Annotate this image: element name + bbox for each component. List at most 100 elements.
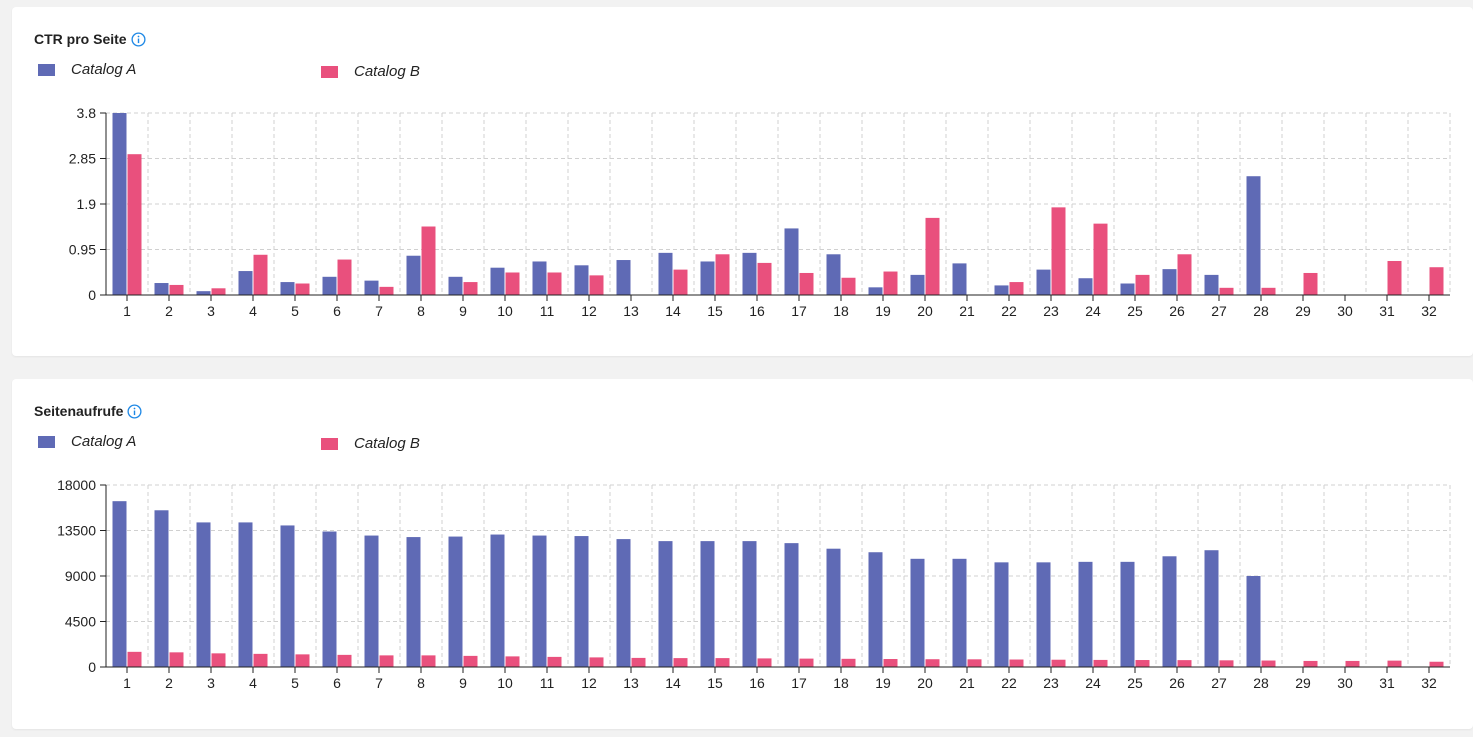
y-tick-label: 0 bbox=[88, 287, 96, 303]
bar-catalog-b-29 bbox=[1303, 660, 1318, 667]
x-tick-label: 30 bbox=[1337, 675, 1353, 691]
x-tick-label: 10 bbox=[497, 303, 513, 319]
y-tick-label: 1.9 bbox=[77, 196, 97, 212]
y-tick-label: 9000 bbox=[65, 568, 96, 584]
bar-catalog-b-6 bbox=[337, 654, 352, 667]
bar-catalog-b-28 bbox=[1261, 660, 1276, 667]
x-tick-label: 8 bbox=[417, 303, 425, 319]
bar-catalog-b-14 bbox=[673, 658, 688, 667]
bar-catalog-b-23 bbox=[1051, 659, 1066, 667]
bar-catalog-b-8 bbox=[421, 655, 436, 667]
x-tick-label: 11 bbox=[540, 303, 555, 319]
x-tick-label: 30 bbox=[1337, 303, 1353, 319]
bar-catalog-b-26 bbox=[1177, 660, 1192, 667]
bar-catalog-b-17 bbox=[799, 658, 814, 667]
ctr-title-text: CTR pro Seite bbox=[34, 31, 127, 47]
bar-catalog-b-24 bbox=[1093, 223, 1108, 295]
bar-catalog-b-32 bbox=[1429, 267, 1444, 295]
x-tick-label: 8 bbox=[417, 675, 425, 691]
bar-catalog-a-28 bbox=[1246, 576, 1261, 667]
bar-catalog-a-17 bbox=[784, 543, 799, 667]
x-tick-label: 7 bbox=[375, 303, 383, 319]
bar-catalog-b-20 bbox=[925, 659, 940, 667]
bar-catalog-b-25 bbox=[1135, 660, 1150, 667]
legend-catalog-b[interactable]: Catalog B bbox=[321, 63, 420, 80]
bar-catalog-a-23 bbox=[1036, 269, 1051, 295]
bar-catalog-a-12 bbox=[574, 536, 589, 667]
x-tick-label: 2 bbox=[165, 303, 173, 319]
x-tick-label: 22 bbox=[1001, 675, 1017, 691]
bar-catalog-a-8 bbox=[406, 537, 421, 667]
x-tick-label: 2 bbox=[165, 675, 173, 691]
bar-catalog-a-1 bbox=[112, 113, 127, 295]
bar-catalog-b-31 bbox=[1387, 260, 1402, 295]
y-tick-label: 18000 bbox=[57, 477, 96, 493]
bar-catalog-a-4 bbox=[238, 271, 253, 295]
bar-catalog-b-23 bbox=[1051, 207, 1066, 295]
bar-catalog-a-21 bbox=[952, 263, 967, 295]
bar-catalog-a-13 bbox=[616, 539, 631, 667]
bar-catalog-b-17 bbox=[799, 272, 814, 295]
x-tick-label: 15 bbox=[707, 303, 723, 319]
bar-catalog-b-10 bbox=[505, 272, 520, 295]
legend-catalog-b[interactable]: Catalog B bbox=[321, 435, 420, 452]
x-tick-label: 9 bbox=[459, 675, 467, 691]
bar-catalog-b-10 bbox=[505, 656, 520, 667]
pageviews-panel: Seitenaufrufe Catalog A Catalog B 0 4500 9… bbox=[12, 379, 1473, 729]
x-tick-label: 4 bbox=[249, 675, 257, 691]
bar-catalog-a-16 bbox=[742, 541, 757, 667]
bar-catalog-b-21 bbox=[967, 659, 982, 667]
x-tick-label: 9 bbox=[459, 303, 467, 319]
bar-catalog-a-21 bbox=[952, 558, 967, 667]
bar-catalog-b-26 bbox=[1177, 254, 1192, 295]
legend-label-catalog-a: Catalog A bbox=[71, 433, 137, 450]
bar-catalog-b-4 bbox=[253, 254, 268, 295]
ctr-panel: CTR pro Seite Catalog A Catalog B 0 0.95 1… bbox=[12, 7, 1473, 356]
x-tick-label: 23 bbox=[1043, 675, 1059, 691]
bar-catalog-a-16 bbox=[742, 252, 757, 295]
bar-catalog-a-11 bbox=[532, 535, 547, 667]
x-tick-label: 18 bbox=[833, 675, 849, 691]
x-tick-label: 24 bbox=[1085, 675, 1101, 691]
x-tick-label: 1 bbox=[123, 675, 131, 691]
x-tick-label: 12 bbox=[581, 675, 597, 691]
bar-catalog-a-4 bbox=[238, 522, 253, 667]
bar-catalog-b-11 bbox=[547, 656, 562, 667]
y-tick-label: 0.95 bbox=[69, 242, 96, 258]
bar-catalog-a-7 bbox=[364, 280, 379, 295]
x-tick-label: 27 bbox=[1211, 303, 1227, 319]
bar-catalog-a-15 bbox=[700, 541, 715, 667]
bar-catalog-b-19 bbox=[883, 659, 898, 667]
bar-catalog-a-22 bbox=[994, 285, 1009, 295]
bar-catalog-a-2 bbox=[154, 283, 169, 295]
bar-catalog-b-9 bbox=[463, 282, 478, 295]
bar-catalog-b-31 bbox=[1387, 660, 1402, 667]
y-tick-label: 0 bbox=[88, 659, 96, 675]
legend-catalog-a[interactable]: Catalog A bbox=[38, 61, 136, 78]
bar-catalog-b-32 bbox=[1429, 661, 1444, 667]
bar-catalog-a-9 bbox=[448, 536, 463, 667]
bar-catalog-a-28 bbox=[1246, 176, 1261, 295]
bar-catalog-b-5 bbox=[295, 283, 310, 295]
x-tick-label: 21 bbox=[959, 303, 975, 319]
bar-catalog-a-27 bbox=[1204, 550, 1219, 667]
x-tick-label: 18 bbox=[833, 303, 849, 319]
bar-catalog-b-7 bbox=[379, 286, 394, 295]
x-tick-label: 16 bbox=[749, 303, 765, 319]
x-tick-label: 32 bbox=[1421, 675, 1437, 691]
x-tick-label: 11 bbox=[540, 675, 555, 691]
bar-catalog-b-7 bbox=[379, 655, 394, 667]
x-tick-label: 13 bbox=[623, 675, 639, 691]
pageviews-panel-title: Seitenaufrufe bbox=[34, 403, 143, 419]
info-icon[interactable] bbox=[127, 403, 143, 419]
legend-catalog-a[interactable]: Catalog A bbox=[38, 433, 136, 450]
bar-catalog-b-18 bbox=[841, 277, 856, 295]
x-tick-label: 28 bbox=[1253, 675, 1269, 691]
legend-label-catalog-a: Catalog A bbox=[71, 61, 137, 78]
info-icon[interactable] bbox=[131, 31, 146, 47]
x-tick-label: 16 bbox=[749, 675, 765, 691]
bar-catalog-a-15 bbox=[700, 261, 715, 295]
bar-catalog-b-4 bbox=[253, 653, 268, 667]
bar-catalog-a-24 bbox=[1078, 278, 1093, 295]
